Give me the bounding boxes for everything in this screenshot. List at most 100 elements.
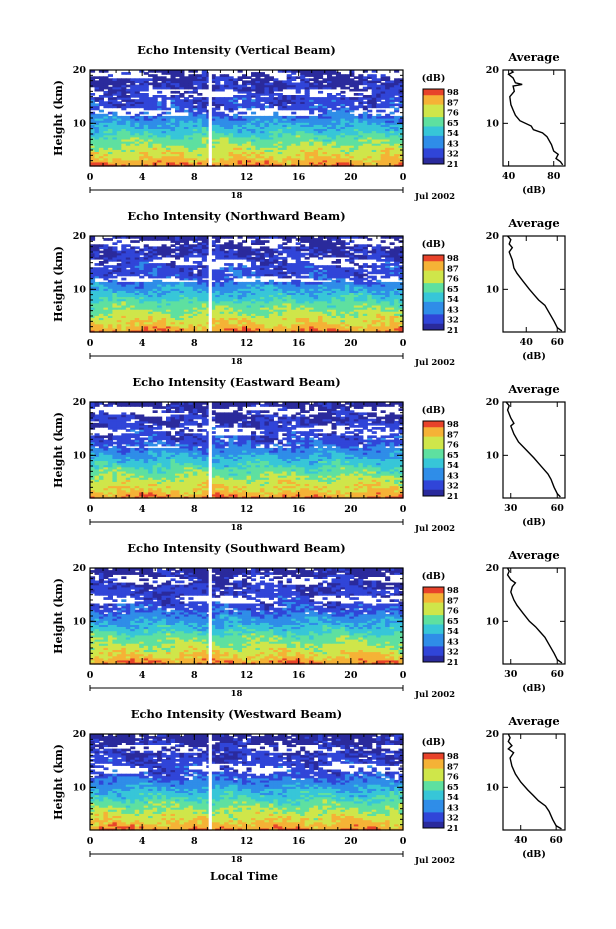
heatmap-cell (264, 149, 270, 152)
heatmap-cell (282, 122, 288, 125)
heatmap-cell (376, 323, 382, 327)
heatmap-cell (286, 275, 292, 279)
heatmap-cell (116, 309, 122, 312)
heatmap-cell (389, 120, 395, 123)
heatmap-cell (201, 315, 207, 318)
heatmap-cell (398, 304, 404, 308)
heatmap-cell (282, 115, 288, 119)
heatmap-cell (228, 118, 234, 121)
heatmap-cell (134, 99, 140, 102)
heatmap-cell (139, 111, 145, 115)
heatmap-cell (224, 317, 230, 321)
heatmap-cell (304, 161, 310, 165)
heatmap-cell (371, 90, 377, 94)
heatmap-cell (139, 84, 145, 88)
heatmap-cell (340, 128, 346, 132)
heatmap-cell (376, 134, 382, 138)
heatmap-cell (143, 118, 149, 121)
heatmap-cell (358, 138, 364, 142)
heatmap-cell (94, 130, 100, 134)
heatmap-cell (125, 145, 131, 148)
heatmap-cell (273, 136, 279, 140)
heatmap-cell (246, 101, 252, 104)
heatmap-cell (183, 155, 189, 159)
heatmap-cell (335, 161, 341, 165)
heatmap-cell (353, 130, 359, 134)
heatmap-cell (309, 155, 315, 159)
heatmap-cell (143, 149, 149, 152)
heatmap-cell (179, 294, 185, 298)
heatmap-cell (335, 155, 341, 159)
heatmap-cell (188, 141, 194, 144)
heatmap-cell (125, 115, 131, 119)
heatmap-cell (389, 327, 395, 331)
heatmap-cell (264, 155, 270, 159)
heatmap-cell (300, 138, 306, 142)
heatmap-cell (98, 76, 104, 79)
heatmap-cell (130, 120, 136, 123)
heatmap-cell (358, 309, 364, 312)
heatmap-cell (183, 281, 189, 285)
heatmap-cell (152, 76, 158, 79)
heatmap-cell (331, 307, 337, 310)
heatmap-cell (394, 118, 400, 121)
heatmap-cell (166, 290, 172, 293)
heatmap-cell (90, 80, 96, 84)
heatmap-cell (175, 70, 181, 73)
heatmap-cell (313, 115, 319, 119)
heatmap-cell (224, 329, 230, 333)
heatmap-cell (327, 105, 333, 109)
heatmap-cell (318, 155, 324, 159)
heatmap-cell (183, 130, 189, 134)
heatmap-cell (116, 298, 122, 302)
heatmap-cell (183, 304, 189, 308)
heatmap-cell (358, 153, 364, 157)
heatmap-cell (179, 327, 185, 331)
heatmap-cell (139, 136, 145, 140)
heatmap-cell (139, 86, 145, 90)
heatmap-cell (340, 151, 346, 155)
heatmap-cell (394, 292, 400, 295)
heatmap-cell (242, 315, 248, 318)
heatmap-cell (242, 319, 248, 323)
heatmap-cell (112, 315, 118, 318)
heatmap-cell (327, 315, 333, 318)
heatmap-cell (380, 143, 386, 146)
heatmap-cell (161, 107, 167, 111)
heatmap-cell (228, 315, 234, 318)
heatmap-cell (264, 78, 270, 81)
heatmap-cell (237, 132, 243, 136)
heatmap-cell (228, 147, 234, 150)
heatmap-cell (125, 321, 131, 325)
heatmap-cell (107, 97, 113, 100)
heatmap-cell (255, 93, 261, 96)
heatmap-cell (389, 84, 395, 88)
heatmap-cell (251, 153, 257, 157)
heatmap-cell (313, 155, 319, 159)
heatmap-cell (349, 132, 355, 136)
heatmap-cell (152, 290, 158, 293)
heatmap-cell (344, 325, 350, 329)
heatmap-cell (313, 307, 319, 310)
heatmap-cell (340, 138, 346, 142)
heatmap-cell (116, 327, 122, 331)
heatmap-cell (175, 265, 181, 268)
heatmap-cell (371, 103, 377, 107)
heatmap-cell (251, 132, 257, 136)
heatmap-cell (385, 134, 391, 138)
heatmap-cell (130, 138, 136, 142)
heatmap-cell (295, 323, 301, 327)
heatmap-cell (170, 298, 176, 302)
heatmap-cell (327, 80, 333, 84)
heatmap-cell (219, 76, 225, 79)
heatmap-cell (353, 161, 359, 165)
heatmap-cell (358, 151, 364, 155)
heatmap-cell (371, 323, 377, 327)
heatmap-cell (273, 163, 279, 167)
heatmap-cell (228, 304, 234, 308)
heatmap-cell (385, 118, 391, 121)
heatmap-cell (264, 153, 270, 157)
heatmap-cell (349, 78, 355, 81)
heatmap-cell (130, 281, 136, 285)
heatmap-cell (367, 298, 373, 302)
